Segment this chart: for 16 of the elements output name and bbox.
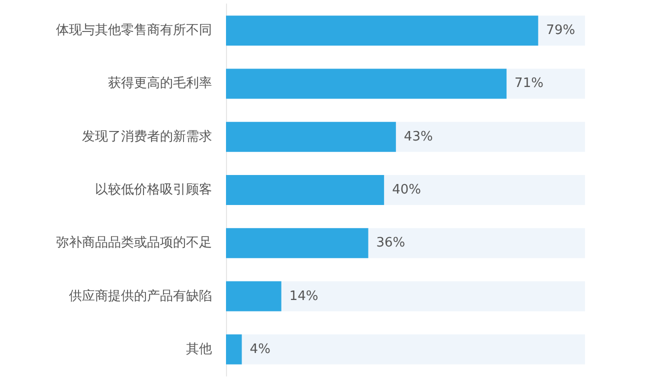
data-label: 43% <box>404 129 433 144</box>
data-label: 14% <box>289 288 318 304</box>
y-tick-label: 弥补商品品类或品项的不足 <box>56 236 212 251</box>
bar <box>226 334 242 364</box>
data-label: 36% <box>376 236 406 251</box>
data-label: 79% <box>546 23 576 38</box>
data-label: 71% <box>514 76 544 92</box>
data-label: 40% <box>392 182 421 198</box>
y-tick-label: 发现了消费者的新需求 <box>82 129 212 144</box>
data-label: 4% <box>250 342 270 357</box>
y-tick-label: 获得更高的毛利率 <box>108 75 212 92</box>
bar <box>226 281 282 312</box>
y-tick-label: 体现与其他零售商有所不同 <box>56 23 212 38</box>
y-tick-label: 供应商提供的产品有缺陷 <box>69 288 212 304</box>
y-tick-label: 其他 <box>186 342 212 357</box>
y-tick-label: 以较低价格吸引顾客 <box>95 182 212 198</box>
